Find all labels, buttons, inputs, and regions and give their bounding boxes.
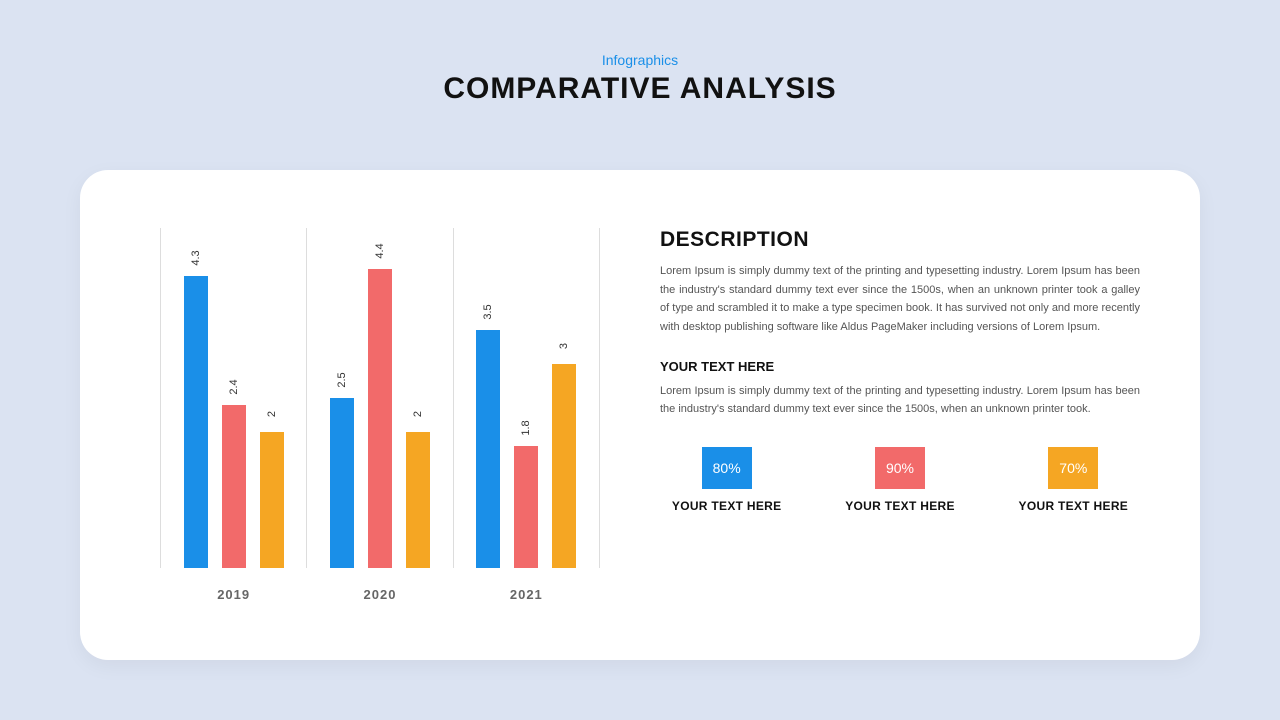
chart-bar: 2.4 xyxy=(222,405,246,568)
stat-label: YOUR TEXT HERE xyxy=(1007,499,1140,513)
stat-value-box: 80% xyxy=(702,447,752,489)
content-card: 4.3 2.4 2 2019 2.5 4.4 2 2020 3.5 1.8 3 2021 DESCRI… xyxy=(80,170,1200,660)
stat-item: 90% YOUR TEXT HERE xyxy=(833,447,966,513)
stat-item: 70% YOUR TEXT HERE xyxy=(1007,447,1140,513)
bar-value-label: 4.4 xyxy=(374,243,386,258)
bar-value-label: 1.8 xyxy=(520,420,532,435)
chart-bar: 2 xyxy=(260,432,284,568)
chart-group: 3.51.832021 xyxy=(453,228,600,568)
x-axis-label: 2019 xyxy=(161,587,306,602)
subtitle: Infographics xyxy=(0,52,1280,68)
bar-chart: 4.3 2.4 2 2019 2.5 4.4 2 2020 3.5 1.8 3 2021 xyxy=(80,170,640,660)
page-title: COMPARATIVE ANALYSIS xyxy=(0,72,1280,106)
subsection-text: Lorem Ipsum is simply dummy text of the … xyxy=(660,382,1140,419)
stat-label: YOUR TEXT HERE xyxy=(833,499,966,513)
bar-value-label: 2.4 xyxy=(228,379,240,394)
x-axis-label: 2021 xyxy=(454,587,599,602)
chart-bar: 2.5 xyxy=(330,398,354,568)
chart-bar: 1.8 xyxy=(514,446,538,568)
description-text: Lorem Ipsum is simply dummy text of the … xyxy=(660,262,1140,337)
bar-value-label: 3.5 xyxy=(482,304,494,319)
bar-value-label: 2 xyxy=(266,411,278,417)
bar-value-label: 4.3 xyxy=(190,250,202,265)
chart-group: 4.32.422019 xyxy=(160,228,306,568)
chart-bar: 3.5 xyxy=(476,330,500,568)
bar-value-label: 2.5 xyxy=(336,372,348,387)
stat-label: YOUR TEXT HERE xyxy=(660,499,793,513)
header: Infographics COMPARATIVE ANALYSIS xyxy=(0,0,1280,106)
bar-value-label: 3 xyxy=(558,343,570,349)
stat-item: 80% YOUR TEXT HERE xyxy=(660,447,793,513)
x-axis-label: 2020 xyxy=(307,587,452,602)
subsection-heading: YOUR TEXT HERE xyxy=(660,359,1140,374)
bar-value-label: 2 xyxy=(412,411,424,417)
stat-value-box: 70% xyxy=(1048,447,1098,489)
description-heading: DESCRIPTION xyxy=(660,228,1140,252)
stat-value-box: 90% xyxy=(875,447,925,489)
content-panel: DESCRIPTION Lorem Ipsum is simply dummy … xyxy=(640,170,1200,660)
chart-group: 2.54.422020 xyxy=(306,228,452,568)
chart-bar: 4.4 xyxy=(368,269,392,568)
chart-bar: 2 xyxy=(406,432,430,568)
stats-row: 80% YOUR TEXT HERE 90% YOUR TEXT HERE 70% YOU… xyxy=(660,447,1140,513)
chart-bar: 4.3 xyxy=(184,276,208,568)
chart-bar: 3 xyxy=(552,364,576,568)
